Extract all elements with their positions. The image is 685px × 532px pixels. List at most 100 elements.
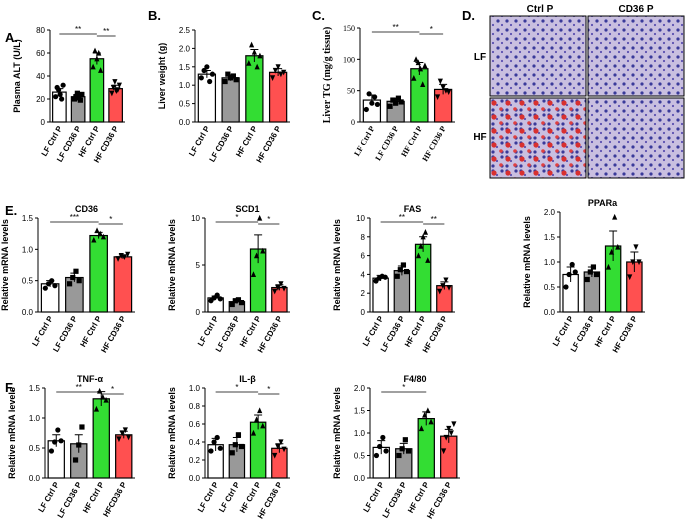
data-point (52, 439, 58, 445)
data-point (383, 448, 389, 454)
data-point (125, 434, 132, 441)
y-tick-label: 5 (196, 261, 201, 270)
y-tick-label: 0.0 (354, 474, 366, 483)
data-point (415, 252, 422, 259)
data-point (225, 71, 231, 77)
data-point (254, 63, 260, 70)
data-point (441, 448, 447, 455)
data-point (100, 233, 107, 240)
chart-title: SCD1 (235, 204, 259, 214)
data-point (250, 271, 257, 277)
panel-label: C. (312, 8, 325, 23)
data-point (90, 63, 96, 70)
data-point (59, 96, 65, 102)
y-tick-label: 1.0 (189, 384, 201, 393)
data-point (446, 89, 452, 96)
data-point (76, 278, 82, 284)
x-tick-label: LF CD36 P (373, 124, 400, 162)
row-label: HF (473, 132, 486, 143)
data-point (45, 281, 52, 287)
data-point (422, 62, 428, 69)
data-point (52, 283, 58, 289)
bar (221, 77, 240, 123)
chart-title: FAS (404, 204, 422, 214)
data-point (630, 259, 636, 266)
data-point (281, 285, 287, 292)
data-point (390, 97, 396, 103)
data-point (251, 48, 257, 55)
data-point (257, 52, 263, 59)
data-point (233, 77, 239, 83)
y-tick-label: 0.0 (189, 474, 201, 483)
data-point (93, 405, 100, 412)
error-bar (254, 414, 263, 430)
y-tick-label: 0.0 (22, 308, 34, 317)
chart-title: F4/80 (403, 374, 426, 384)
significance-label: * (235, 213, 238, 222)
data-point (260, 422, 266, 429)
data-point (230, 73, 236, 79)
y-tick-label: 1.0 (179, 81, 191, 90)
column-label: CD36 P (618, 4, 653, 15)
y-tick-label: 100 (343, 55, 355, 64)
significance-label: * (235, 383, 238, 392)
bar (115, 434, 133, 479)
data-point (97, 387, 103, 394)
y-tick-label: 1.5 (354, 407, 366, 416)
data-point (70, 274, 76, 281)
x-tick-label: HF Ctrl P (399, 124, 424, 158)
significance-label: * (111, 385, 114, 394)
data-point (275, 284, 281, 291)
data-point (434, 94, 441, 101)
data-point (402, 437, 408, 443)
data-point (417, 65, 424, 72)
data-point (372, 94, 378, 100)
data-point (394, 273, 400, 279)
data-point (369, 100, 375, 106)
data-point (425, 257, 431, 263)
data-point (446, 284, 452, 291)
significance-label: * (402, 383, 405, 392)
y-tick-label: 40 (36, 72, 45, 81)
x-tick-label: LF Ctrl P (187, 124, 212, 158)
x-tick-label: LF Ctrl P (37, 480, 62, 514)
bar (197, 73, 217, 123)
data-point (253, 252, 260, 259)
data-point (257, 407, 263, 414)
y-tick-label: 0.5 (179, 100, 191, 109)
y-tick-label: 50 (347, 87, 355, 96)
significance-label: *** (70, 213, 79, 222)
data-point (281, 69, 287, 76)
error-bar (609, 230, 618, 261)
micrograph (587, 97, 685, 179)
data-point (393, 100, 399, 106)
data-point (415, 59, 421, 66)
y-tick-label: 1.0 (354, 429, 366, 438)
x-tick-label: HF Ctrl P (81, 480, 106, 515)
data-point (122, 427, 128, 434)
y-axis-label: Liver weight (g) (157, 43, 167, 110)
data-point (418, 243, 424, 249)
y-axis-label: Relative mRNA levels (7, 387, 17, 479)
x-tick-label: HF CD36 P (420, 124, 447, 163)
data-point (272, 288, 278, 295)
x-tick-label: LF Ctrl P (362, 480, 387, 514)
data-point (207, 78, 213, 85)
y-tick-label: 0 (351, 118, 355, 127)
data-point (53, 94, 59, 100)
x-tick-label: HF Ctrl P (78, 314, 103, 349)
y-tick-label: 150 (343, 24, 355, 33)
data-point (275, 64, 281, 70)
y-tick-label: 4 (361, 270, 366, 279)
data-point (587, 269, 593, 275)
y-tick-label: 0.0 (179, 118, 191, 127)
data-point (48, 448, 55, 454)
data-point (208, 448, 214, 454)
y-tick-label: 0 (196, 308, 201, 317)
data-point (217, 296, 223, 302)
panel-label: B. (148, 8, 161, 23)
data-point (437, 288, 443, 295)
data-point (253, 416, 260, 423)
data-point (418, 425, 425, 432)
